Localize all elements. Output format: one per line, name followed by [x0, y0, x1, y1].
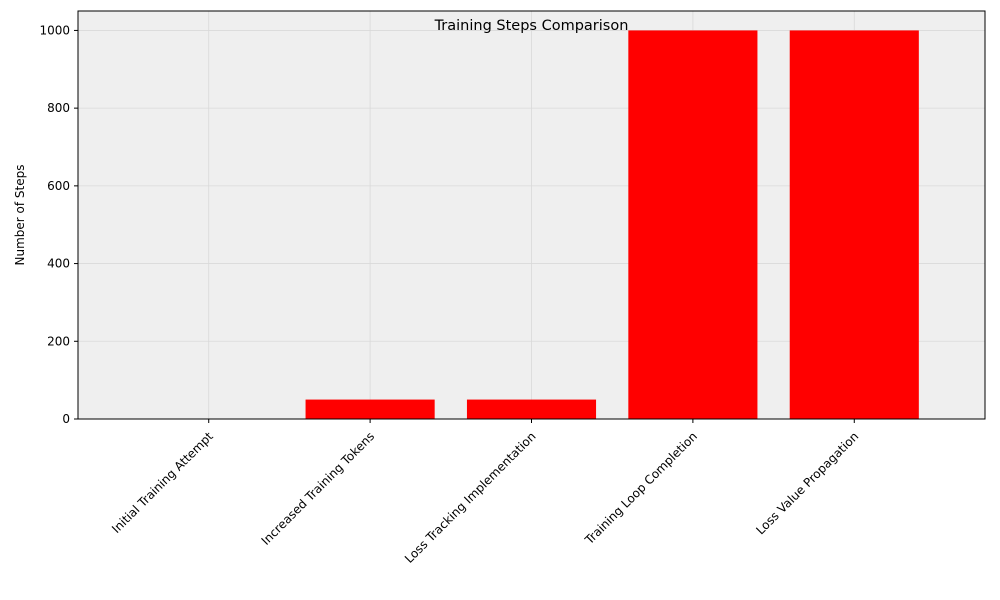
- chart-title: Training Steps Comparison: [434, 18, 629, 34]
- y-tick-label: 0: [62, 412, 70, 426]
- x-tick-label: Training Loop Completion: [582, 429, 700, 547]
- x-tick-label: Loss Value Propagation: [753, 429, 861, 537]
- x-tick-label: Initial Training Attempt: [109, 429, 216, 536]
- y-tick-label: 1000: [39, 23, 70, 37]
- bar: [628, 30, 757, 419]
- x-axis: Initial Training Attempt Increased Traini…: [109, 419, 861, 566]
- y-axis-label: Number of Steps: [13, 165, 27, 266]
- bar: [790, 30, 919, 419]
- y-tick-label: 200: [47, 334, 70, 348]
- bar: [306, 400, 435, 419]
- bar: [467, 400, 596, 419]
- y-axis: 0 200 400 600 800 1000: [39, 23, 78, 426]
- y-tick-label: 800: [47, 101, 70, 115]
- x-tick-label: Increased Training Tokens: [259, 429, 378, 548]
- y-tick-label: 600: [47, 179, 70, 193]
- x-tick-label: Loss Tracking Implementation: [402, 429, 539, 566]
- y-tick-label: 400: [47, 257, 70, 271]
